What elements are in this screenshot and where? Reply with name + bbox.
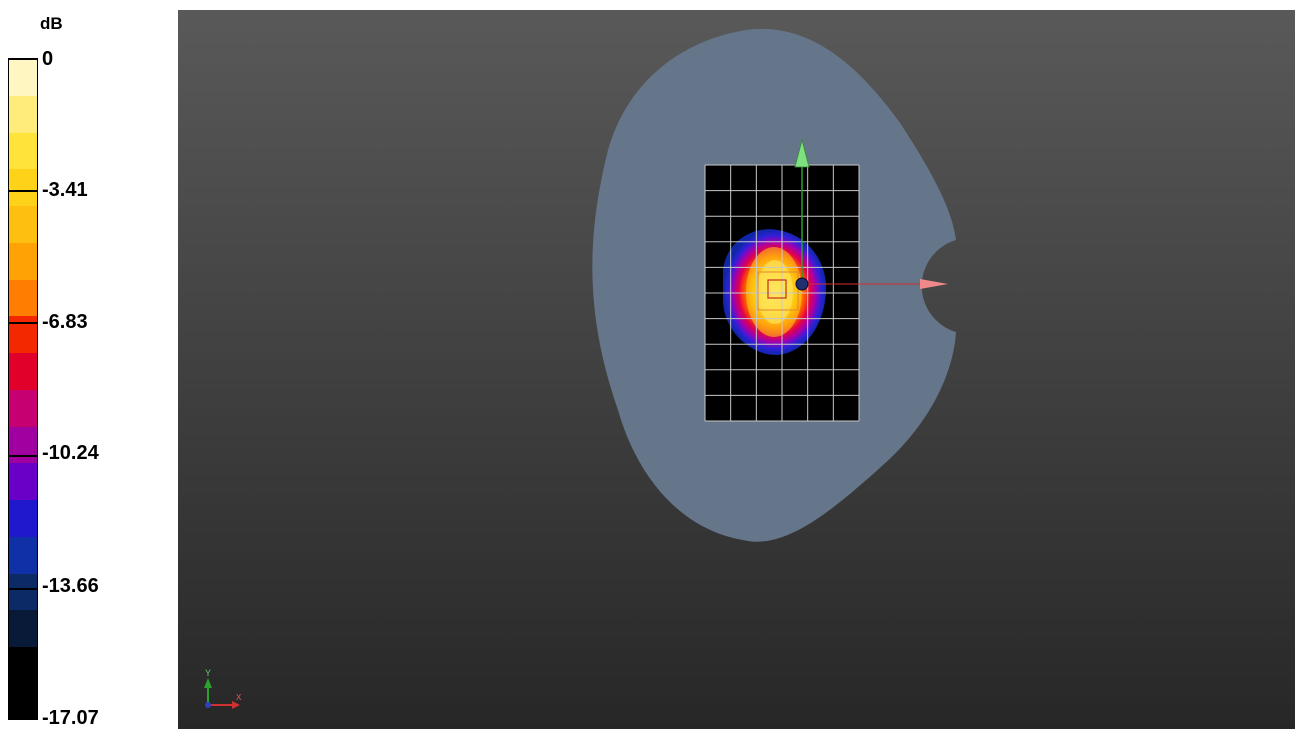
legend-tick-3 [8,455,38,457]
legend-tick-2 [8,322,38,324]
grid-lines [704,164,860,422]
legend-tick-label-1: -3.41 [42,179,88,201]
colorbar-swatch [9,647,37,685]
colorbar-swatch [9,610,37,648]
colorbar-swatch [9,536,37,574]
legend-tick-label-2: -6.83 [42,311,88,333]
scene-canvas: Y X [204,28,956,709]
triad-x-label: X [236,693,242,702]
colorbar-legend: dB 0 -3.41 -6.83 -10.24 -13.66 -17.07 [0,0,178,729]
colorbar-swatch [9,463,37,501]
zoom-scan-outer [757,271,799,311]
colorbar-swatch [9,206,37,243]
origin-marker [795,277,809,291]
legend-tick-label-4: -13.66 [42,575,99,597]
colorbar-swatch [9,500,37,537]
colorbar-gradient [8,58,38,720]
3d-viewport[interactable]: Y X [178,10,1295,729]
triad-y-label: Y [205,668,211,678]
colorbar-swatch [9,95,37,133]
sar-hotspot [723,229,827,356]
colorbar-swatch [9,389,37,427]
colorbar-swatch [9,169,37,207]
colorbar-swatch [9,573,37,611]
x-axis-arrowhead [920,279,948,289]
colorbar-swatch [9,426,37,464]
legend-tick-label-5: -17.07 [42,707,99,729]
colorbar-swatch [9,353,37,390]
legend-tick-0 [8,58,38,60]
legend-tick-label-0: 0 [42,48,54,70]
orientation-triad: Y X [204,668,242,709]
legend-tick-4 [8,588,38,590]
y-axis-arrowhead [794,138,810,168]
colorbar-swatch [9,684,37,719]
legend-tick-1 [8,190,38,192]
legend-unit-label: dB [40,14,63,33]
colorbar-swatch [9,279,37,317]
colorbar-swatch [9,59,37,96]
colorbar-swatch [9,132,37,170]
legend-tick-label-3: -10.24 [42,442,99,464]
colorbar-swatch [9,242,37,280]
zoom-scan-inner [767,279,787,299]
